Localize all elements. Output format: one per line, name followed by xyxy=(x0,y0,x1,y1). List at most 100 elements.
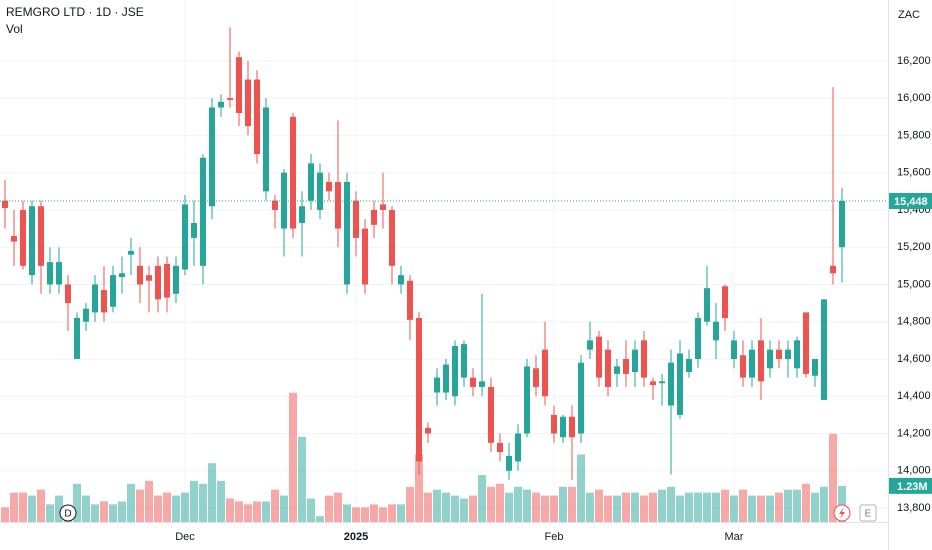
candle-body xyxy=(371,209,377,225)
volume-bar xyxy=(550,495,558,522)
candle-body xyxy=(218,101,224,108)
chart-title: REMGRO LTD · 1D · JSE xyxy=(6,5,144,19)
volume-bar xyxy=(775,492,783,522)
candle-body xyxy=(479,381,485,387)
volume-bars xyxy=(1,392,846,522)
candle-body xyxy=(416,317,422,462)
volume-bar xyxy=(487,486,495,522)
dividend-marker[interactable] xyxy=(59,504,77,522)
volume-bar xyxy=(145,480,153,522)
candle-body xyxy=(434,377,440,393)
y-tick-label: 14,000 xyxy=(897,465,931,477)
currency: ZAC xyxy=(898,9,920,21)
volume-bar xyxy=(298,436,306,522)
volume-bar xyxy=(118,501,126,522)
y-tick-label: 15,200 xyxy=(897,241,931,253)
volume-bar xyxy=(604,495,612,522)
last-price-label: 15,448 xyxy=(894,196,928,208)
volume-bar xyxy=(577,454,585,522)
volume-bar xyxy=(793,489,801,522)
volume-bar xyxy=(280,495,288,522)
volume-bar xyxy=(514,486,522,522)
volume-bar xyxy=(595,489,603,522)
y-tick-label: 16,000 xyxy=(897,92,931,104)
candle-body xyxy=(389,209,395,266)
volume-bar xyxy=(748,495,756,522)
candle-body xyxy=(767,349,773,369)
volume-bar xyxy=(217,480,225,522)
volume-bar xyxy=(658,489,666,522)
candle-body xyxy=(839,200,845,248)
volume-bar xyxy=(82,495,90,522)
candle-body xyxy=(20,209,26,266)
candle-body xyxy=(605,349,611,387)
candle-body xyxy=(380,204,386,210)
last-volume-box xyxy=(889,477,932,494)
candle-body xyxy=(623,358,629,374)
volume-bar xyxy=(46,504,54,522)
candle-body xyxy=(704,288,710,322)
volume-bar xyxy=(730,495,738,522)
volume-bar xyxy=(199,483,207,522)
volume-bar xyxy=(406,486,414,522)
candle-body xyxy=(713,321,719,341)
candle-body xyxy=(344,181,350,285)
candle-body xyxy=(65,284,71,304)
volume-bar xyxy=(343,504,351,522)
candle-body xyxy=(317,172,323,210)
candle-body xyxy=(245,79,251,127)
volume-bar xyxy=(181,492,189,522)
candle-body xyxy=(830,265,836,274)
volume-bar xyxy=(739,489,747,522)
volume-bar xyxy=(334,492,342,522)
candle-body xyxy=(308,163,314,201)
candle-body xyxy=(515,433,521,462)
y-tick-label: 14,800 xyxy=(897,316,931,328)
volume-bar xyxy=(1,507,9,522)
candle-body xyxy=(740,355,746,378)
candle-body xyxy=(38,206,44,266)
volume-bar xyxy=(586,492,594,522)
y-tick-label: 15,000 xyxy=(897,278,931,290)
volume-bar xyxy=(703,492,711,522)
candle-body xyxy=(155,265,161,300)
candle-body xyxy=(695,317,701,359)
candle-body xyxy=(11,236,17,242)
volume-bar xyxy=(568,486,576,522)
volume-bar xyxy=(154,495,162,522)
candle-body xyxy=(137,265,143,285)
candle-body xyxy=(254,79,260,155)
candle-body xyxy=(542,349,548,397)
volume-bar xyxy=(253,501,261,522)
candle-body xyxy=(461,344,467,378)
volume-bar xyxy=(100,501,108,522)
candle-body xyxy=(200,157,206,266)
volume-bar xyxy=(532,492,540,522)
candle-body xyxy=(677,353,683,415)
candle-body xyxy=(29,206,35,276)
candle-body xyxy=(407,280,413,320)
volume-bar xyxy=(433,489,441,522)
volume-bar xyxy=(631,492,639,522)
volume-bar xyxy=(307,498,315,522)
volume-bar xyxy=(622,492,630,522)
volume-bar xyxy=(838,485,846,522)
candle-body xyxy=(731,340,737,359)
volume-bar xyxy=(442,492,450,522)
candle-body xyxy=(47,262,53,285)
volume-bar xyxy=(541,495,549,522)
last-price-box xyxy=(889,192,932,209)
volume-bar xyxy=(163,492,171,522)
volume-bar xyxy=(613,495,621,522)
volume-bar xyxy=(676,495,684,522)
volume-bar xyxy=(523,489,531,522)
y-tick-label: 15,800 xyxy=(897,129,931,141)
volume-bar xyxy=(172,495,180,522)
volume-bar xyxy=(325,495,333,522)
candle-body xyxy=(182,204,188,270)
volume-bar xyxy=(73,483,81,522)
candle-body xyxy=(776,349,782,359)
candles xyxy=(2,27,845,481)
earnings-marker[interactable] xyxy=(859,504,877,522)
lightning-icon xyxy=(839,507,845,519)
